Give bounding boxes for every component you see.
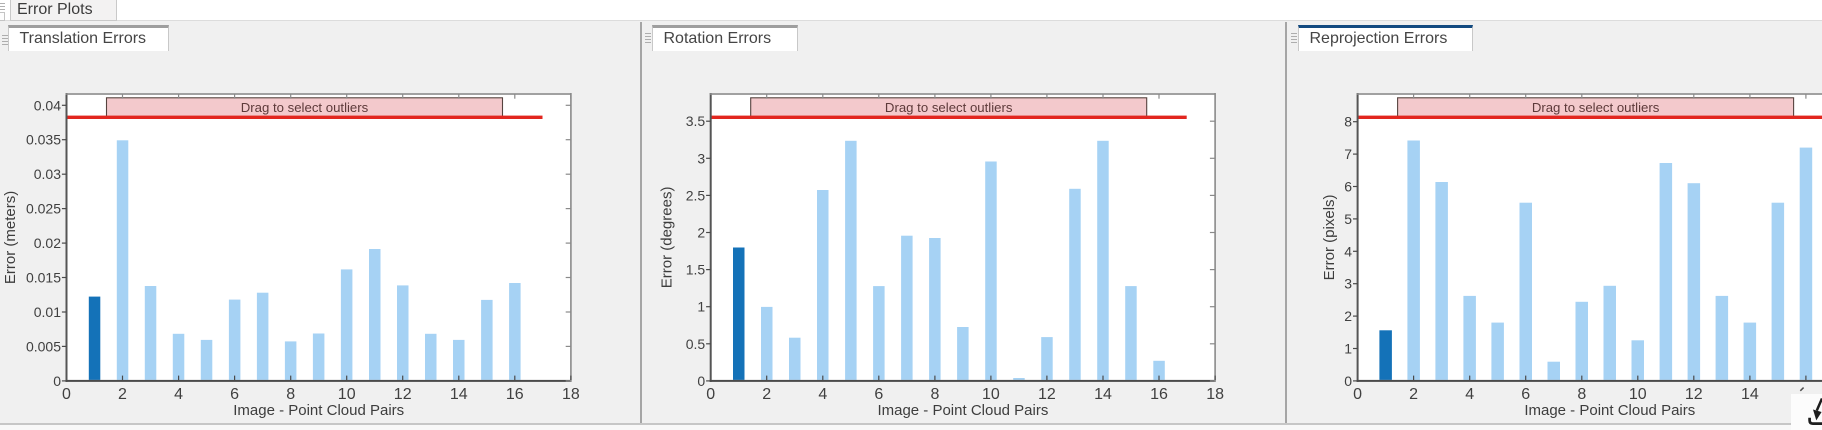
svg-text:14: 14 (450, 386, 468, 403)
svg-text:0: 0 (697, 373, 705, 389)
svg-text:3: 3 (1344, 276, 1352, 292)
svg-text:Error (degrees): Error (degrees) (659, 187, 676, 289)
svg-text:14: 14 (1094, 386, 1112, 403)
svg-text:0.025: 0.025 (26, 201, 61, 217)
svg-text:3.5: 3.5 (686, 113, 706, 129)
svg-text:4: 4 (1344, 243, 1352, 259)
svg-text:7: 7 (1344, 146, 1352, 162)
svg-text:1: 1 (1344, 341, 1352, 357)
svg-text:12: 12 (394, 386, 412, 403)
svg-text:8: 8 (1577, 386, 1586, 403)
svg-text:2: 2 (762, 386, 771, 403)
svg-text:12: 12 (1038, 386, 1056, 403)
svg-text:0.03: 0.03 (34, 166, 61, 182)
svg-text:2: 2 (697, 225, 705, 241)
svg-text:2.5: 2.5 (686, 187, 706, 203)
svg-text:0: 0 (1344, 373, 1352, 389)
svg-text:0: 0 (62, 386, 71, 403)
svg-text:1: 1 (697, 299, 705, 315)
svg-text:4: 4 (174, 386, 183, 403)
svg-text:3: 3 (697, 150, 705, 166)
svg-text:10: 10 (338, 386, 356, 403)
svg-text:12: 12 (1685, 386, 1703, 403)
svg-text:2: 2 (1409, 386, 1418, 403)
svg-text:6: 6 (230, 386, 239, 403)
svg-text:8: 8 (930, 386, 939, 403)
svg-text:6: 6 (1344, 179, 1352, 195)
svg-text:0: 0 (706, 386, 715, 403)
svg-text:6: 6 (874, 386, 883, 403)
svg-text:0.005: 0.005 (26, 338, 61, 354)
svg-text:Error (pixels): Error (pixels) (1321, 194, 1338, 280)
svg-text:0: 0 (53, 373, 61, 389)
svg-text:0.035: 0.035 (26, 132, 61, 148)
svg-text:Error (meters): Error (meters) (2, 191, 19, 284)
svg-text:0.02: 0.02 (34, 235, 61, 251)
svg-text:16: 16 (1150, 386, 1168, 403)
svg-text:14: 14 (1741, 386, 1759, 403)
svg-text:5: 5 (1344, 211, 1352, 227)
svg-text:Drag to select outliers: Drag to select outliers (1532, 100, 1660, 115)
svg-text:18: 18 (562, 386, 580, 403)
svg-text:0: 0 (1353, 386, 1362, 403)
svg-text:Drag to select outliers: Drag to select outliers (885, 100, 1013, 115)
svg-text:0.5: 0.5 (686, 336, 706, 352)
svg-text:0.04: 0.04 (34, 97, 61, 113)
svg-text:2: 2 (1344, 308, 1352, 324)
svg-text:1.5: 1.5 (686, 262, 706, 278)
svg-text:8: 8 (286, 386, 295, 403)
svg-text:Image - Point Cloud Pairs: Image - Point Cloud Pairs (877, 402, 1048, 419)
svg-text:0.01: 0.01 (34, 304, 61, 320)
svg-text:16: 16 (506, 386, 524, 403)
svg-text:8: 8 (1344, 114, 1352, 130)
svg-text:18: 18 (1206, 386, 1224, 403)
svg-text:10: 10 (982, 386, 1000, 403)
svg-text:4: 4 (818, 386, 827, 403)
svg-text:2: 2 (118, 386, 127, 403)
svg-text:6: 6 (1521, 386, 1530, 403)
svg-text:0.015: 0.015 (26, 270, 61, 286)
svg-text:Image - Point Cloud Pairs: Image - Point Cloud Pairs (233, 402, 404, 419)
svg-text:Image - Point Cloud Pairs: Image - Point Cloud Pairs (1524, 402, 1695, 419)
svg-text:4: 4 (1465, 386, 1474, 403)
svg-text:Drag to select outliers: Drag to select outliers (241, 100, 369, 115)
svg-text:10: 10 (1629, 386, 1647, 403)
